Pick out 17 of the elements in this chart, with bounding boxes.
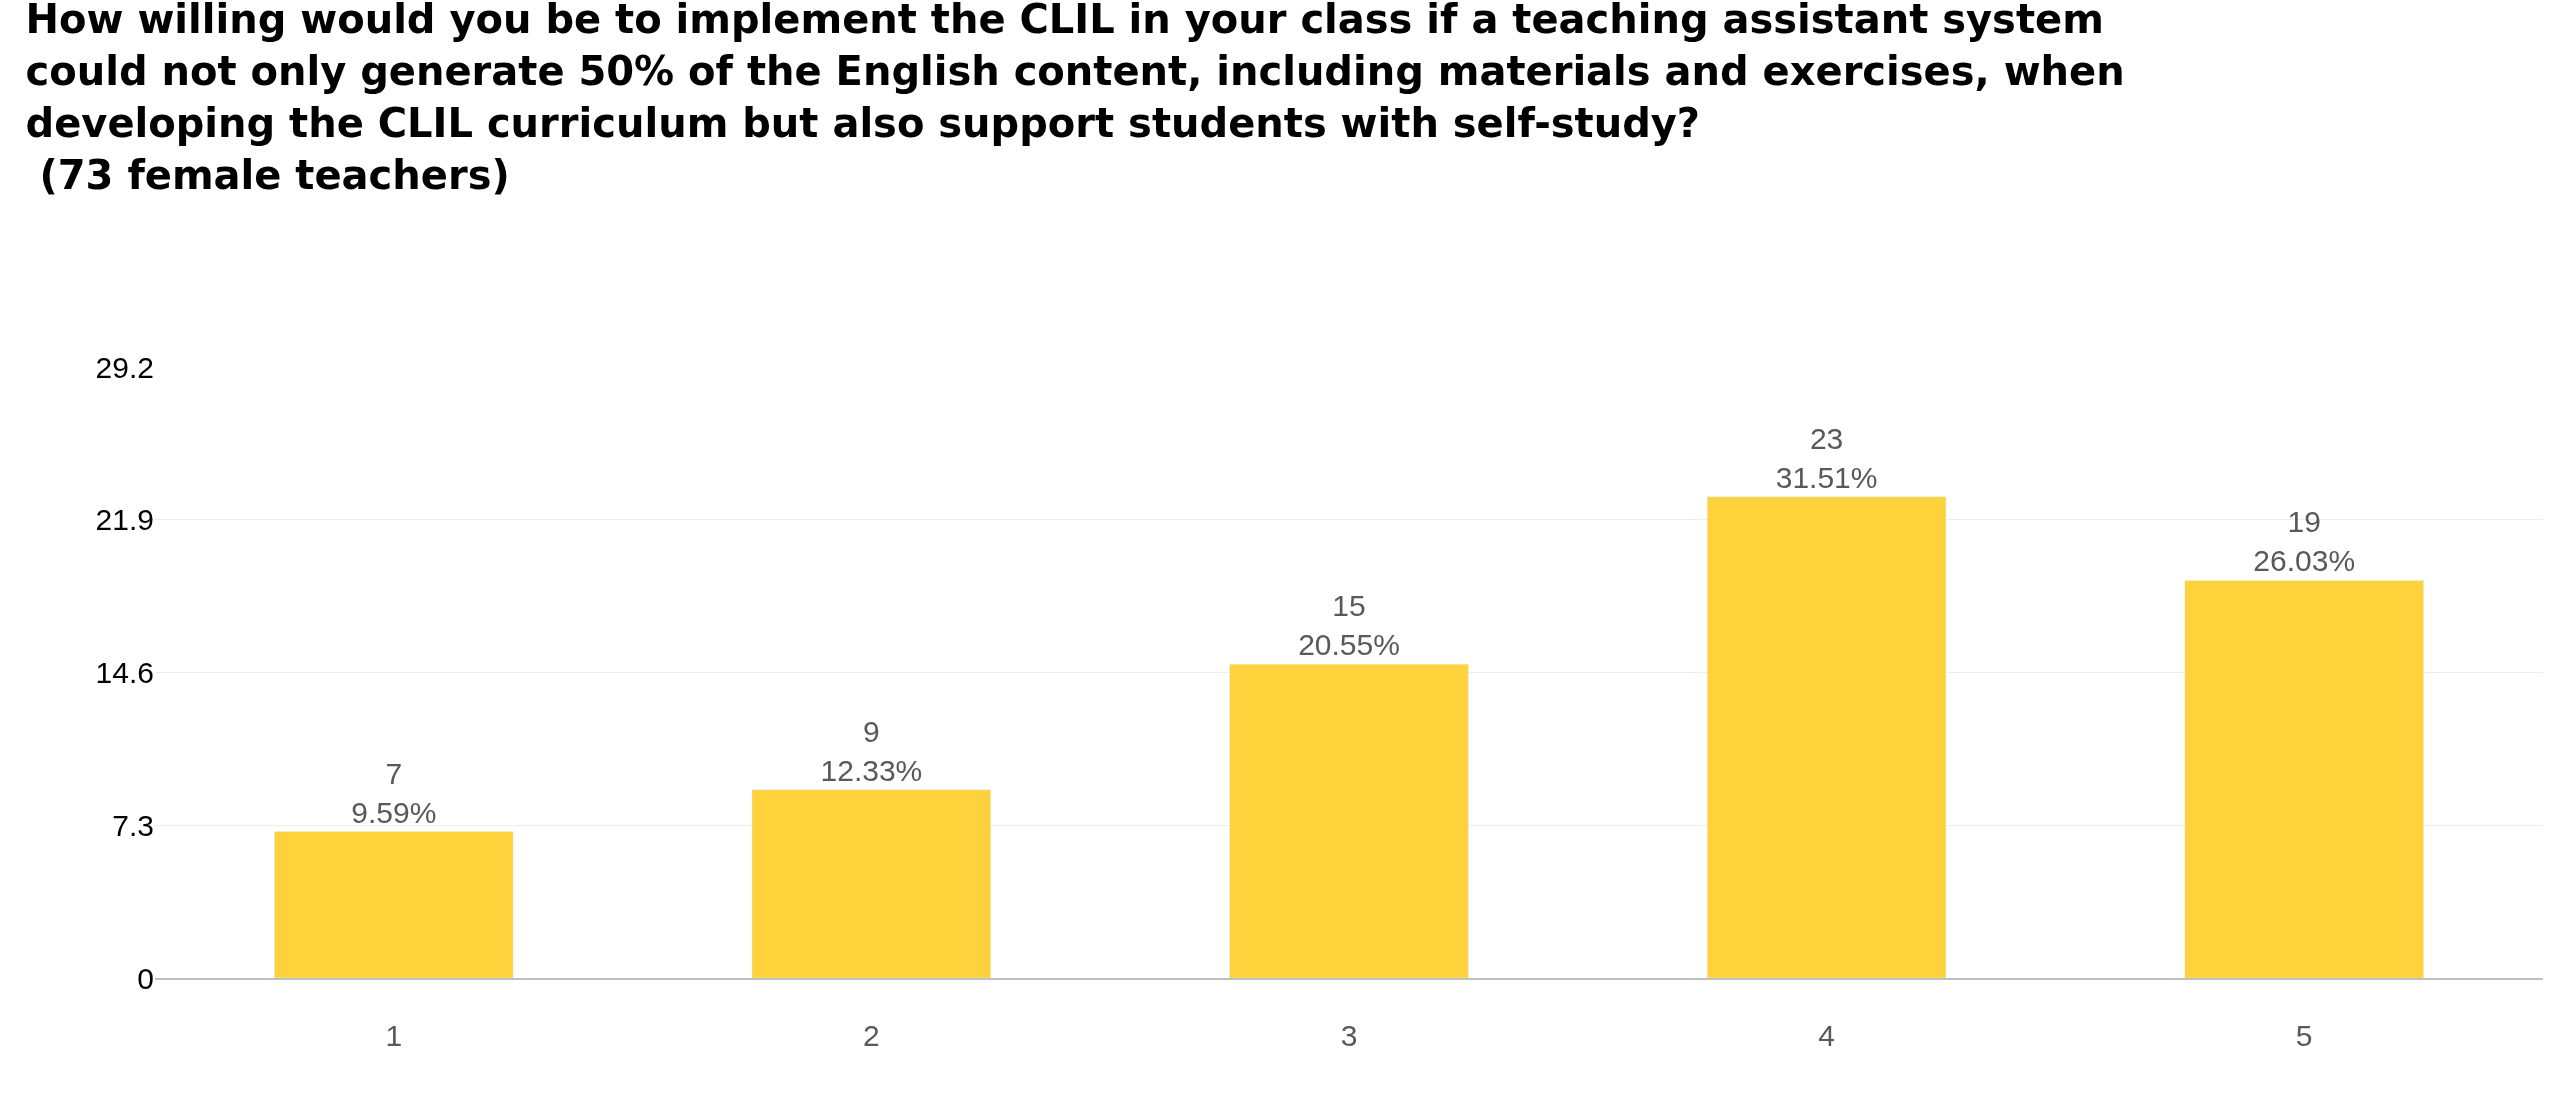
x-tick-label: 2 [863,1019,880,1052]
y-tick-label: 7.3 [112,808,154,842]
x-tick-label: 1 [385,1019,403,1052]
y-tick-label: 29.2 [95,350,154,384]
x-tick-label: 3 [1340,1019,1358,1052]
data-label: 15 20.55% [1298,589,1400,662]
data-label: 9 12.33% [820,714,923,787]
x-tick-label: 4 [1818,1019,1835,1052]
y-tick-label: 21.9 [95,503,154,537]
x-tick-label: 5 [2295,1019,2313,1052]
y-tick-label: 0 [137,961,154,995]
data-label: 19 26.03% [2253,505,2356,578]
data-label: 23 31.51% [1775,421,1878,494]
y-tick-label: 14.6 [95,656,154,689]
data-label: 7 9.59% [351,756,437,829]
chart-title: How willing would you be to implement the CLIL in your class if a teaching assistant system could not only generate 50% of the English content, including materials and exercises, when developing the CLIL curriculum but also support students with self-study? (73 female teachers) [25,0,2125,199]
bar [274,831,514,978]
